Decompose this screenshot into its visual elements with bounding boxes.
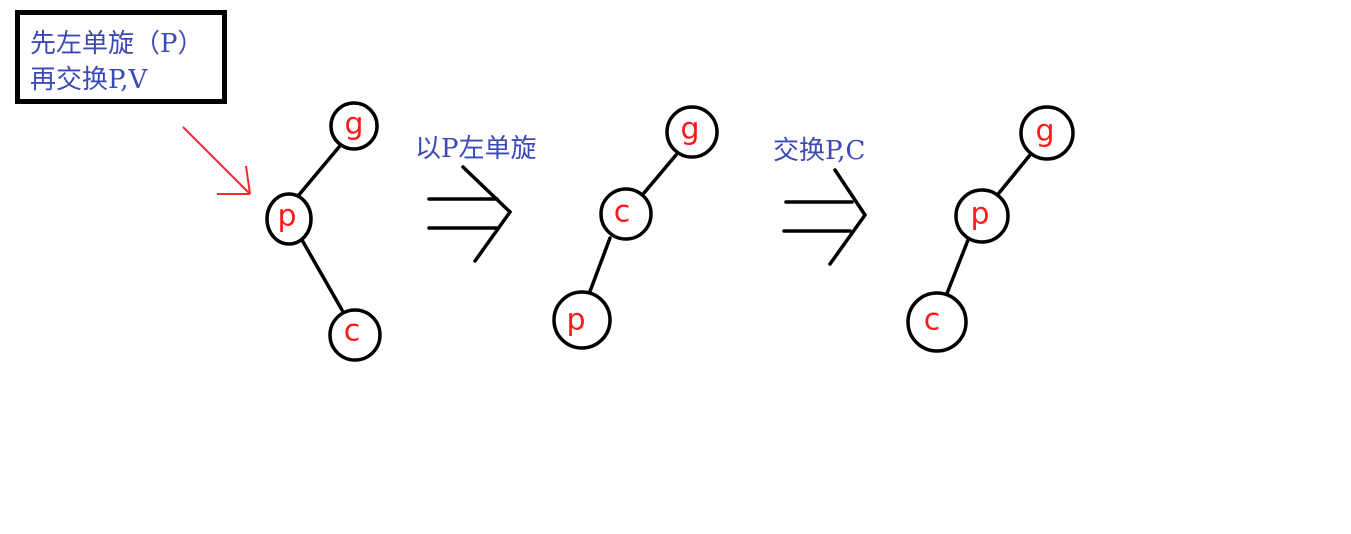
note-box: 先左单旋（P） 再交换P,V [15, 10, 227, 104]
tree3-node-c-label: c [924, 303, 941, 338]
tree1-node-g: g [329, 101, 379, 151]
tree3-node-p: p [954, 188, 1010, 244]
tree1-node-g-label: g [344, 107, 363, 142]
tree3-node-p-label: p [970, 197, 989, 232]
tree2-edge-g-c [642, 153, 678, 195]
pointer-arrow [182, 126, 251, 195]
tree1-node-p-label: p [277, 199, 296, 234]
tree2-node-g-label: g [680, 112, 699, 147]
tree1-edge-p-c [300, 238, 344, 312]
transform-arrow-1 [427, 165, 513, 263]
tree1-node-p: p [265, 192, 313, 246]
step-label-swap: 交换P,C [773, 136, 866, 166]
tree2-edge-c-p [587, 236, 612, 296]
note-line-1: 先左单旋（P） [30, 29, 204, 59]
tree1-edge-g-p [296, 145, 341, 198]
tree3-node-c: c [906, 291, 968, 353]
note-line-2: 再交换P,V [30, 65, 148, 95]
tree2-node-g: g [665, 105, 719, 159]
tree2-node-p-label: p [566, 303, 585, 338]
tree3-edge-p-c [944, 238, 970, 298]
tree2-node-p: p [552, 290, 612, 350]
tree3-node-g: g [1019, 105, 1075, 161]
tree3-edge-g-p [997, 153, 1032, 195]
tree1-node-c: c [328, 308, 382, 362]
tree3-node-g-label: g [1035, 114, 1054, 149]
tree1-node-c-label: c [344, 314, 361, 349]
tree2-node-c: c [599, 187, 653, 241]
transform-arrow-2 [782, 168, 868, 266]
tree2-node-c-label: c [614, 195, 631, 230]
step-label-rotate: 以P左单旋 [415, 134, 537, 164]
